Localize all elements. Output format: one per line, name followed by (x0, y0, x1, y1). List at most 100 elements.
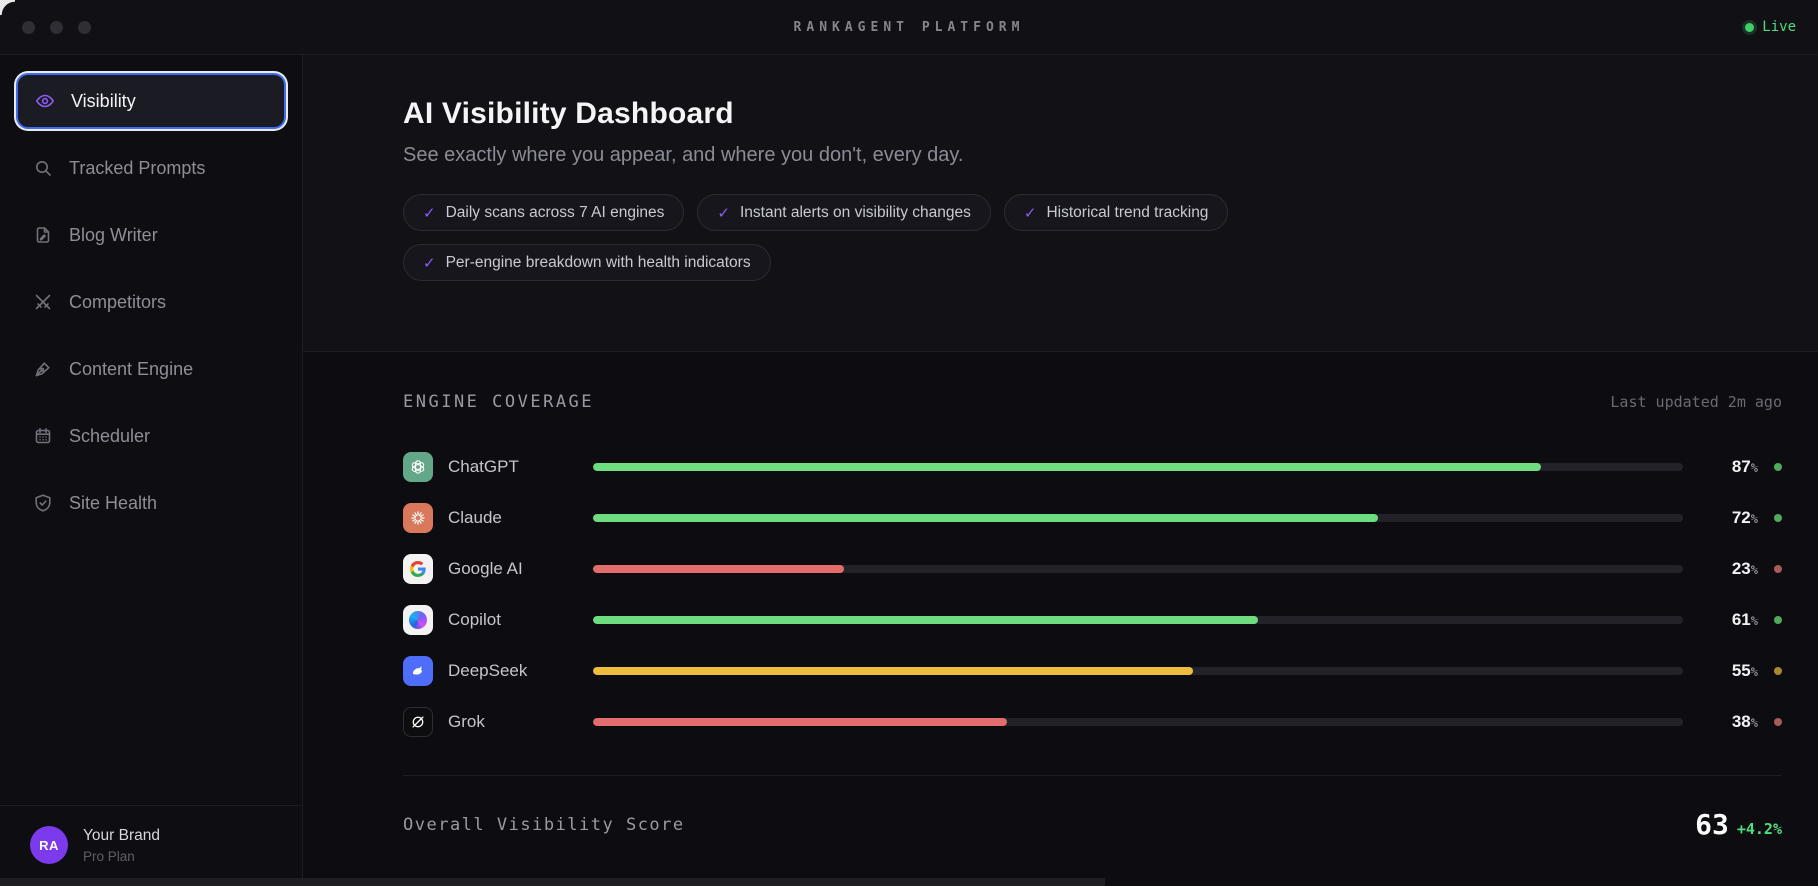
sidebar-item-label: Tracked Prompts (69, 157, 206, 178)
feature-pill-instant-alerts: ✓ Instant alerts on visibility changes (697, 194, 991, 231)
page-title: AI Visibility Dashboard (403, 97, 734, 130)
window-close-button[interactable] (22, 20, 35, 34)
engine-row-copilot: Copilot 61% (403, 605, 1782, 635)
overall-score-label: Overall Visibility Score (403, 814, 685, 835)
status-dot (1774, 514, 1782, 522)
sidebar-item-visibility[interactable]: Visibility (16, 73, 286, 129)
overall-score-value: 63 +4.2% (1695, 808, 1782, 841)
engine-name: Grok (448, 712, 485, 731)
check-icon: ✓ (717, 204, 730, 222)
sidebar-item-label: Competitors (69, 291, 167, 312)
topbar: RANKAGENT PLATFORM Live (0, 0, 1818, 55)
overall-divider (403, 775, 1782, 776)
sidebar: Visibility Tracked Prompts (0, 55, 303, 886)
engine-name: Claude (448, 508, 502, 527)
engine-coverage-section: ENGINE COVERAGE Last updated 2m ago Chat… (303, 352, 1818, 841)
account-card[interactable]: RA Your Brand Pro Plan (30, 826, 272, 864)
main-content: AI Visibility Dashboard See exactly wher… (303, 55, 1818, 886)
deepseek-whale-icon (403, 656, 433, 686)
claude-icon (403, 503, 433, 533)
feature-pill-engine-breakdown: ✓ Per-engine breakdown with health indic… (403, 244, 771, 281)
coverage-bar-fill (593, 463, 1542, 471)
document-pen-icon (33, 225, 53, 245)
app-title: RANKAGENT PLATFORM (793, 19, 1025, 35)
avatar: RA (30, 826, 68, 864)
coverage-bar-track (593, 718, 1683, 726)
engine-name: Google AI (448, 559, 523, 578)
sidebar-item-scheduler[interactable]: Scheduler (16, 408, 286, 464)
coverage-bar-track (593, 667, 1683, 675)
live-label: Live (1762, 19, 1796, 35)
crossed-swords-icon (33, 292, 53, 312)
engine-row-grok: Grok 38% (403, 707, 1782, 737)
status-dot (1774, 718, 1782, 726)
sidebar-item-label: Scheduler (69, 425, 151, 446)
sidebar-item-label: Blog Writer (69, 224, 158, 245)
coverage-percent: 87% (1731, 457, 1758, 476)
page-subtitle: See exactly where you appear, and where … (403, 144, 964, 166)
coverage-percent: 72% (1731, 508, 1758, 527)
sidebar-footer: RA Your Brand Pro Plan (0, 805, 302, 886)
status-dot (1774, 463, 1782, 471)
chatgpt-icon (403, 452, 433, 482)
overall-score: 63 (1695, 808, 1729, 841)
coverage-percent: 38% (1731, 712, 1758, 731)
check-icon: ✓ (423, 204, 436, 222)
eye-icon (35, 91, 55, 111)
engine-row-claude: Claude 72% (403, 503, 1782, 533)
live-dot-icon (1745, 22, 1755, 32)
background-window-edge (0, 878, 1105, 886)
engine-name: DeepSeek (448, 661, 528, 680)
sidebar-item-site-health[interactable]: Site Health (16, 475, 286, 531)
feature-pill-label: Instant alerts on visibility changes (740, 203, 971, 221)
engine-row-chatgpt: ChatGPT 87% (403, 452, 1782, 482)
status-dot (1774, 616, 1782, 624)
engine-row-google-ai: Google AI 23% (403, 554, 1782, 584)
coverage-bar-track (593, 616, 1683, 624)
window-minimize-button[interactable] (50, 20, 63, 34)
engine-row-deepseek: DeepSeek 55% (403, 656, 1782, 686)
search-icon (33, 158, 53, 178)
coverage-bar-fill (593, 667, 1193, 675)
live-badge: Live (1745, 19, 1796, 35)
coverage-bar-track (593, 514, 1683, 522)
sidebar-item-label: Site Health (69, 492, 158, 513)
sidebar-item-label: Visibility (71, 90, 136, 111)
check-icon: ✓ (1023, 204, 1037, 222)
window-maximize-button[interactable] (78, 20, 91, 34)
coverage-heading: ENGINE COVERAGE (403, 392, 595, 412)
coverage-bar-fill (593, 514, 1378, 522)
feature-pill-label: Historical trend tracking (1046, 203, 1209, 221)
status-dot (1774, 667, 1782, 675)
copilot-icon (403, 605, 433, 635)
coverage-bar-fill (593, 616, 1258, 624)
overall-score-row: Overall Visibility Score 63 +4.2% (403, 808, 1782, 841)
coverage-header: ENGINE COVERAGE Last updated 2m ago (403, 392, 1782, 412)
sidebar-item-content-engine[interactable]: Content Engine (16, 341, 286, 397)
sidebar-nav: Visibility Tracked Prompts (16, 73, 286, 531)
sidebar-item-tracked-prompts[interactable]: Tracked Prompts (16, 140, 286, 196)
copilot-orb-glyph (409, 611, 427, 629)
feature-pill-daily-scans: ✓ Daily scans across 7 AI engines (403, 194, 685, 231)
window-controls[interactable] (22, 20, 91, 34)
coverage-percent: 55% (1731, 661, 1758, 680)
last-updated-label: Last updated 2m ago (1610, 393, 1782, 411)
grok-icon (403, 707, 433, 737)
coverage-bar-track (593, 565, 1683, 573)
brand-name: Your Brand (83, 826, 160, 844)
status-dot (1774, 565, 1782, 573)
hero-section: AI Visibility Dashboard See exactly wher… (303, 55, 1818, 352)
coverage-bar-fill (593, 718, 1008, 726)
sidebar-item-competitors[interactable]: Competitors (16, 274, 286, 330)
feature-pills: ✓ Daily scans across 7 AI engines ✓ Inst… (403, 194, 1583, 281)
pen-nib-icon (33, 359, 53, 379)
coverage-bar-track (593, 463, 1683, 471)
sidebar-item-blog-writer[interactable]: Blog Writer (16, 207, 286, 263)
coverage-percent: 61% (1731, 610, 1758, 629)
google-icon (403, 554, 433, 584)
engine-name: Copilot (448, 610, 501, 629)
plan-label: Pro Plan (83, 848, 135, 864)
coverage-bar-fill (593, 565, 844, 573)
sidebar-item-label: Content Engine (69, 358, 194, 379)
feature-pill-label: Daily scans across 7 AI engines (445, 203, 665, 221)
